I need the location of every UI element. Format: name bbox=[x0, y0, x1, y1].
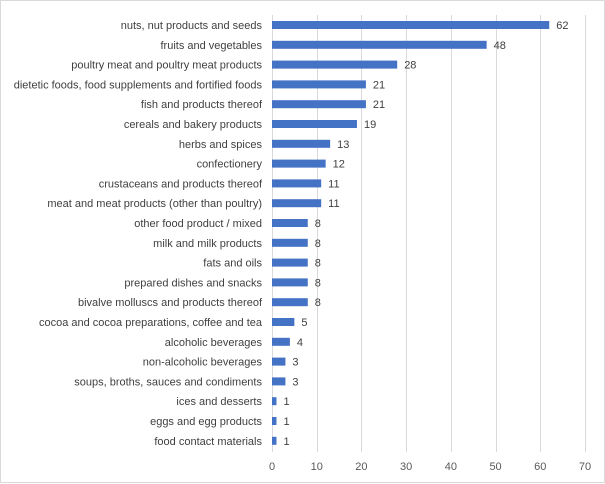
category-label: ices and desserts bbox=[176, 396, 262, 408]
x-tick-label: 20 bbox=[355, 461, 367, 473]
data-label: 8 bbox=[315, 238, 321, 250]
data-label: 12 bbox=[333, 159, 345, 171]
bar bbox=[272, 397, 277, 406]
bar bbox=[272, 278, 308, 287]
category-label: fruits and vegetables bbox=[160, 40, 262, 52]
category-label: prepared dishes and snacks bbox=[124, 277, 262, 289]
x-tick-label: 10 bbox=[311, 461, 323, 473]
data-label: 19 bbox=[364, 119, 376, 131]
category-label: fats and oils bbox=[203, 258, 262, 270]
bar bbox=[272, 417, 277, 425]
category-label: poultry meat and poultry meat products bbox=[71, 60, 262, 72]
category-label: other food product / mixed bbox=[134, 218, 262, 230]
data-label: 21 bbox=[373, 99, 385, 111]
category-label: meat and meat products (other than poult… bbox=[47, 198, 262, 210]
data-label: 1 bbox=[283, 396, 289, 408]
bar bbox=[272, 199, 322, 208]
category-label: food contact materials bbox=[154, 436, 262, 448]
bar bbox=[272, 377, 286, 386]
category-label: herbs and spices bbox=[179, 139, 263, 151]
data-label: 21 bbox=[373, 79, 385, 91]
bar bbox=[272, 357, 286, 366]
bar bbox=[272, 337, 290, 346]
data-label: 8 bbox=[315, 297, 321, 309]
category-label: non-alcoholic beverages bbox=[143, 357, 263, 369]
data-label: 4 bbox=[297, 337, 303, 349]
x-tick-label: 40 bbox=[445, 461, 457, 473]
bar bbox=[272, 298, 308, 307]
category-label: alcoholic beverages bbox=[165, 337, 263, 349]
x-tick-label: 30 bbox=[400, 461, 412, 473]
data-label: 13 bbox=[337, 139, 349, 151]
category-label: dietetic foods, food supplements and for… bbox=[14, 79, 263, 91]
category-label: cereals and bakery products bbox=[124, 119, 263, 131]
bar bbox=[272, 318, 295, 326]
category-label: eggs and egg products bbox=[150, 416, 262, 428]
bar bbox=[272, 219, 308, 227]
category-label: nuts, nut products and seeds bbox=[121, 20, 263, 32]
x-tick-label: 50 bbox=[489, 461, 501, 473]
category-label: soups, broths, sauces and condiments bbox=[74, 376, 262, 388]
data-label: 62 bbox=[556, 20, 568, 32]
bar bbox=[272, 120, 357, 128]
data-label: 3 bbox=[292, 376, 298, 388]
bar bbox=[272, 21, 550, 29]
bar bbox=[272, 60, 398, 69]
bar bbox=[272, 80, 366, 89]
category-label: milk and milk products bbox=[153, 238, 262, 250]
bar bbox=[272, 40, 487, 49]
data-label: 8 bbox=[315, 277, 321, 289]
bar bbox=[272, 258, 308, 267]
data-label: 3 bbox=[292, 357, 298, 369]
data-label: 1 bbox=[283, 436, 289, 448]
bar bbox=[272, 159, 326, 168]
bar bbox=[272, 436, 277, 445]
x-tick-label: 60 bbox=[534, 461, 546, 473]
bar bbox=[272, 139, 331, 148]
data-label: 1 bbox=[283, 416, 289, 428]
data-label: 5 bbox=[301, 317, 307, 329]
bar bbox=[272, 238, 308, 247]
category-label: bivalve molluscs and products thereof bbox=[78, 297, 263, 309]
category-label: fish and products thereof bbox=[141, 99, 263, 111]
bar bbox=[272, 100, 366, 109]
data-label: 8 bbox=[315, 258, 321, 270]
data-label: 28 bbox=[404, 60, 416, 72]
x-tick-label: 70 bbox=[579, 461, 591, 473]
data-label: 11 bbox=[328, 178, 339, 190]
x-tick-label: 0 bbox=[269, 461, 275, 473]
data-label: 48 bbox=[494, 40, 506, 52]
bar bbox=[272, 179, 322, 188]
data-label: 11 bbox=[328, 198, 339, 210]
category-label: cocoa and cocoa preparations, coffee and… bbox=[39, 317, 263, 329]
category-label: confectionery bbox=[197, 159, 263, 171]
category-label: crustaceans and products thereof bbox=[99, 178, 263, 190]
data-label: 8 bbox=[315, 218, 321, 230]
